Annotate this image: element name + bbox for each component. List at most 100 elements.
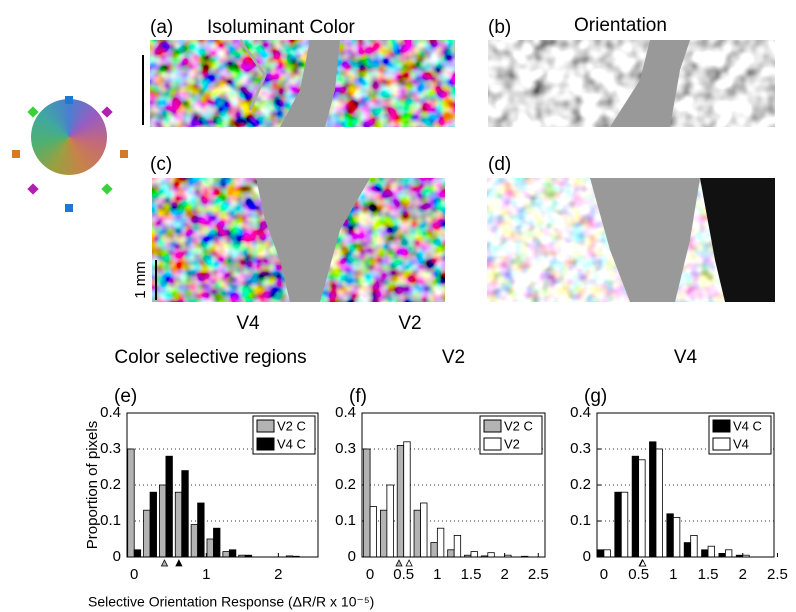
bar xyxy=(597,550,604,557)
y-tick-label: 0.2 xyxy=(570,476,591,493)
y-tick-label: 0.2 xyxy=(100,476,121,493)
bar xyxy=(691,535,698,557)
bar xyxy=(454,535,461,557)
bar xyxy=(191,525,198,557)
legend-swatch xyxy=(484,420,501,432)
x-tick-label: 0.5 xyxy=(393,566,414,583)
bar xyxy=(175,492,182,557)
y-tick-label: 0.3 xyxy=(335,440,356,457)
legend-swatch xyxy=(713,420,730,432)
x-tick-label: 0 xyxy=(600,566,608,583)
legend-label: V4 C xyxy=(733,418,762,433)
y-tick-label: 0.1 xyxy=(100,512,121,529)
bar xyxy=(207,539,214,557)
bar xyxy=(150,492,157,557)
panel-label: (d) xyxy=(488,154,511,175)
x-tick-label: 1 xyxy=(433,566,441,583)
image-c xyxy=(152,178,445,302)
y-tick-label: 0.3 xyxy=(100,440,121,457)
x-tick-label: 0 xyxy=(366,566,374,583)
y-tick-label: 0 xyxy=(583,548,591,565)
bar xyxy=(213,528,220,557)
bar xyxy=(437,528,444,557)
panel-label: (a) xyxy=(150,17,173,38)
bar xyxy=(471,552,478,557)
bar xyxy=(166,456,173,557)
scale-label: 1 mm xyxy=(132,261,149,299)
bar xyxy=(229,550,236,557)
image-b xyxy=(488,40,775,127)
x-tick-label: 1.5 xyxy=(461,566,482,583)
chart-title: V4 xyxy=(674,347,698,368)
chart-title: V2 xyxy=(442,347,465,368)
bar xyxy=(144,510,151,557)
x-tick-label: 2 xyxy=(274,566,282,583)
panel-title: Orientation xyxy=(574,15,667,36)
bar xyxy=(223,552,230,557)
chart: (a) Isoluminant Color (b) Orientation (c… xyxy=(0,0,796,612)
region-label: V4 xyxy=(236,313,260,334)
panel-label: (c) xyxy=(150,154,172,175)
bar xyxy=(364,449,371,557)
y-tick-label: 0.2 xyxy=(335,476,356,493)
bar xyxy=(431,543,438,557)
legend-label: V2 C xyxy=(504,418,533,433)
bar xyxy=(397,445,404,557)
y-axis-label: Proportion of pixels xyxy=(84,421,101,549)
panel-title: Isoluminant Color xyxy=(207,17,356,38)
bar xyxy=(448,550,455,557)
bar xyxy=(650,442,657,557)
x-tick-label: 1 xyxy=(202,566,210,583)
panel-label: (g) xyxy=(584,386,607,407)
image-a xyxy=(150,40,455,127)
x-tick-label: 1 xyxy=(669,566,677,583)
bar xyxy=(615,492,622,557)
x-tick-label: 0.5 xyxy=(628,566,649,583)
bar xyxy=(128,449,135,557)
bar xyxy=(673,517,680,557)
bar xyxy=(639,460,646,557)
legend-label: V4 C xyxy=(277,436,306,451)
figure: (a) Isoluminant Color (b) Orientation (c… xyxy=(0,0,796,612)
bar xyxy=(621,492,628,557)
panel-label: (f) xyxy=(349,386,367,407)
legend-swatch xyxy=(257,420,274,432)
bar xyxy=(725,550,732,557)
bar xyxy=(708,546,715,557)
panel-label: (e) xyxy=(114,386,137,407)
x-axis-label: Selective Orientation Response (ΔR/R x 1… xyxy=(88,594,374,610)
region-label: V2 xyxy=(398,313,421,334)
bar xyxy=(134,550,141,557)
bar xyxy=(702,550,709,557)
x-tick-label: 2 xyxy=(739,566,747,583)
bar xyxy=(667,514,674,557)
legend-label: V2 C xyxy=(277,418,306,433)
y-tick-label: 0.1 xyxy=(570,512,591,529)
bar xyxy=(414,510,421,557)
bar xyxy=(198,503,205,557)
x-tick-label: 2.5 xyxy=(528,566,549,583)
mean-marker xyxy=(161,560,167,566)
bar xyxy=(159,485,166,557)
legend-label: V2 xyxy=(504,436,520,451)
x-tick-label: 0 xyxy=(130,566,138,583)
mean-marker xyxy=(406,560,412,566)
y-tick-label: 0 xyxy=(113,548,121,565)
bar xyxy=(656,449,663,557)
bar xyxy=(632,456,639,557)
bar xyxy=(182,471,189,557)
image-d xyxy=(487,178,775,302)
chart-title: Color selective regions xyxy=(114,347,306,368)
x-tick-label: 1.5 xyxy=(698,566,719,583)
mean-marker xyxy=(176,560,182,566)
x-tick-label: 2 xyxy=(500,566,508,583)
panel-label: (b) xyxy=(488,17,511,38)
bar xyxy=(604,550,611,557)
bar xyxy=(421,503,428,557)
bar xyxy=(387,485,394,557)
legend-swatch xyxy=(713,438,730,450)
bar xyxy=(404,442,411,557)
y-tick-label: 0.3 xyxy=(570,440,591,457)
y-tick-label: 0.1 xyxy=(335,512,356,529)
mean-marker xyxy=(396,560,402,566)
